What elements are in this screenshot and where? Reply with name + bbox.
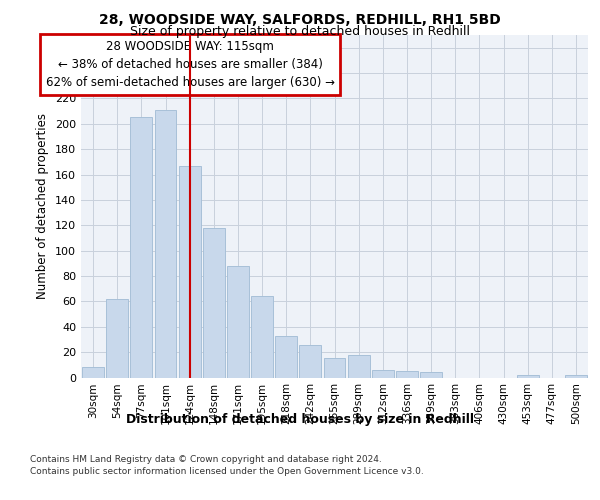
Bar: [106, 299, 128, 378]
Bar: [323, 358, 346, 378]
Bar: [227, 266, 249, 378]
Text: Size of property relative to detached houses in Redhill: Size of property relative to detached ho…: [130, 25, 470, 38]
Text: Distribution of detached houses by size in Redhill: Distribution of detached houses by size …: [126, 412, 474, 426]
Bar: [348, 354, 370, 378]
Bar: [251, 296, 273, 378]
Text: 28 WOODSIDE WAY: 115sqm
← 38% of detached houses are smaller (384)
62% of semi-d: 28 WOODSIDE WAY: 115sqm ← 38% of detache…: [46, 40, 335, 89]
Bar: [275, 336, 297, 378]
Text: 28, WOODSIDE WAY, SALFORDS, REDHILL, RH1 5BD: 28, WOODSIDE WAY, SALFORDS, REDHILL, RH1…: [99, 12, 501, 26]
Text: Contains public sector information licensed under the Open Government Licence v3: Contains public sector information licen…: [30, 468, 424, 476]
Y-axis label: Number of detached properties: Number of detached properties: [37, 114, 49, 299]
Bar: [155, 110, 176, 378]
Bar: [420, 372, 442, 378]
Bar: [565, 375, 587, 378]
Bar: [517, 375, 539, 378]
Bar: [299, 344, 321, 378]
Text: Contains HM Land Registry data © Crown copyright and database right 2024.: Contains HM Land Registry data © Crown c…: [30, 455, 382, 464]
Bar: [372, 370, 394, 378]
Bar: [130, 118, 152, 378]
Bar: [203, 228, 224, 378]
Bar: [179, 166, 200, 378]
Bar: [82, 368, 104, 378]
Bar: [396, 371, 418, 378]
